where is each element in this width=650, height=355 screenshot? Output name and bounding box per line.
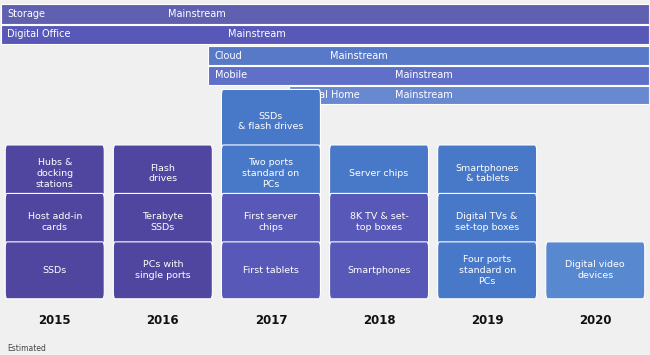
FancyBboxPatch shape <box>437 145 537 202</box>
Bar <box>1 25 649 44</box>
Text: PCs with
single ports: PCs with single ports <box>135 261 190 280</box>
Text: Estimated: Estimated <box>7 344 46 353</box>
FancyBboxPatch shape <box>113 193 213 250</box>
FancyBboxPatch shape <box>222 89 320 153</box>
Bar <box>1 4 649 24</box>
Text: 2019: 2019 <box>471 313 504 327</box>
FancyBboxPatch shape <box>546 242 645 299</box>
Bar <box>208 46 649 65</box>
Text: Digital Home: Digital Home <box>296 90 359 100</box>
Text: Mobile: Mobile <box>214 70 247 80</box>
Text: Digital Office: Digital Office <box>7 29 71 39</box>
Text: 2020: 2020 <box>579 313 612 327</box>
Text: Storage: Storage <box>7 9 46 19</box>
FancyBboxPatch shape <box>222 242 320 299</box>
Text: Mainstream: Mainstream <box>395 90 453 100</box>
FancyBboxPatch shape <box>113 242 213 299</box>
FancyBboxPatch shape <box>5 242 104 299</box>
Text: Server chips: Server chips <box>350 169 409 178</box>
Text: 2018: 2018 <box>363 313 395 327</box>
Text: 2016: 2016 <box>146 313 179 327</box>
FancyBboxPatch shape <box>5 193 104 250</box>
FancyBboxPatch shape <box>437 242 537 299</box>
Text: Hubs &
docking
stations: Hubs & docking stations <box>36 158 73 189</box>
Text: Cloud: Cloud <box>214 50 242 60</box>
FancyBboxPatch shape <box>222 193 320 250</box>
Text: Two ports
standard on
PCs: Two ports standard on PCs <box>242 158 300 189</box>
Text: Mainstream: Mainstream <box>330 50 388 60</box>
Text: Smartphones
& tablets: Smartphones & tablets <box>456 164 519 183</box>
Text: First server
chips: First server chips <box>244 212 298 232</box>
Text: Smartphones: Smartphones <box>347 266 411 275</box>
Text: Mainstream: Mainstream <box>227 29 285 39</box>
Text: Host add-in
cards: Host add-in cards <box>27 212 82 232</box>
Text: Digital TVs &
set-top boxes: Digital TVs & set-top boxes <box>455 212 519 232</box>
FancyBboxPatch shape <box>330 145 428 202</box>
Text: Mainstream: Mainstream <box>168 9 226 19</box>
FancyBboxPatch shape <box>5 145 104 202</box>
Text: 8K TV & set-
top boxes: 8K TV & set- top boxes <box>350 212 408 232</box>
FancyBboxPatch shape <box>113 145 213 202</box>
FancyBboxPatch shape <box>222 145 320 202</box>
Text: 2015: 2015 <box>38 313 71 327</box>
Text: Mainstream: Mainstream <box>395 70 453 80</box>
Text: SSDs: SSDs <box>43 266 67 275</box>
Text: SSDs
& flash drives: SSDs & flash drives <box>239 111 304 131</box>
Text: Digital video
devices: Digital video devices <box>566 261 625 280</box>
Text: 2017: 2017 <box>255 313 287 327</box>
Text: Flash
drives: Flash drives <box>148 164 177 183</box>
Bar <box>208 66 649 84</box>
Text: First tablets: First tablets <box>243 266 299 275</box>
Text: Four ports
standard on
PCs: Four ports standard on PCs <box>459 255 515 285</box>
FancyBboxPatch shape <box>330 242 428 299</box>
FancyBboxPatch shape <box>330 193 428 250</box>
Text: Terabyte
SSDs: Terabyte SSDs <box>142 212 183 232</box>
FancyBboxPatch shape <box>437 193 537 250</box>
Bar <box>289 86 649 104</box>
